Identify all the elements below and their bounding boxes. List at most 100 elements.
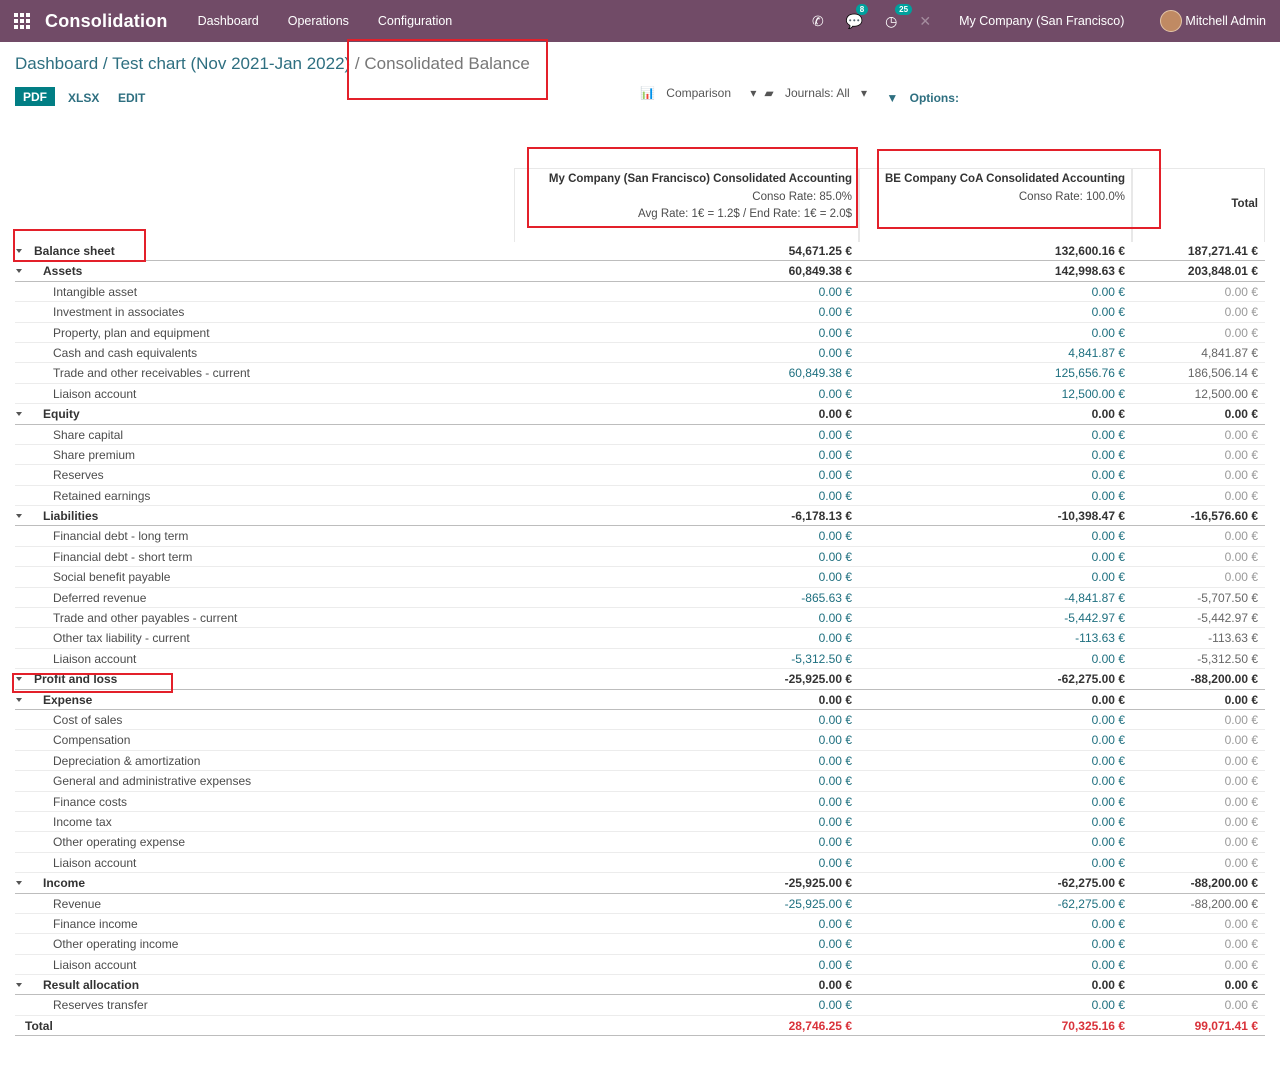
table-row[interactable]: Other operating expense 0.00 € 0.00 € 0.00 …	[15, 832, 1265, 853]
cell-value[interactable]: 0.00 €	[1224, 733, 1258, 748]
cell-value[interactable]: -62,275.00 €	[1057, 896, 1125, 911]
cell-value[interactable]: -5,707.50 €	[1197, 590, 1258, 605]
activities-icon[interactable]: ◷ 25	[885, 3, 913, 30]
table-row[interactable]: Other operating income 0.00 € 0.00 € 0.00 €	[15, 934, 1265, 955]
caret-down-icon[interactable]	[16, 677, 22, 682]
caret-down-icon[interactable]	[16, 514, 22, 519]
cell-value[interactable]: 0.00 €	[818, 427, 852, 442]
cell-value[interactable]: 0.00 €	[1224, 468, 1258, 483]
app-name[interactable]: Consolidation	[45, 10, 168, 31]
cell-value[interactable]: 4,841.87 €	[1068, 345, 1125, 360]
cell-value[interactable]: 0.00 €	[1224, 753, 1258, 768]
table-row[interactable]: Finance income 0.00 € 0.00 € 0.00 €	[15, 914, 1265, 935]
cell-value[interactable]: 0.00 €	[818, 631, 852, 646]
caret-down-icon[interactable]	[16, 412, 22, 417]
table-row[interactable]: Depreciation & amortization 0.00 € 0.00 € 0…	[15, 751, 1265, 772]
cell-value[interactable]: 0.00 €	[1091, 937, 1125, 952]
section-row[interactable]: Profit and loss -25,925.00 € -62,275.00 € -…	[15, 669, 1265, 690]
cell-value[interactable]: 0.00 €	[1224, 488, 1258, 503]
cell-value[interactable]: 0.00 €	[818, 570, 852, 585]
cell-value[interactable]: 0.00 €	[1091, 774, 1125, 789]
cell-value[interactable]: 0.00 €	[1224, 794, 1258, 809]
cell-value[interactable]: 0.00 €	[1224, 712, 1258, 727]
table-row[interactable]: Liaison account -5,312.50 € 0.00 € -5,312.5…	[15, 649, 1265, 670]
journals-filter[interactable]: ▾ ▰ Journals: All ▾	[750, 86, 875, 100]
cell-value[interactable]: 0.00 €	[818, 937, 852, 952]
table-row[interactable]: Liaison account 0.00 € 12,500.00 € 12,500.0…	[15, 384, 1265, 405]
table-row[interactable]: General and administrative expenses 0.00 …	[15, 771, 1265, 792]
table-row[interactable]: Compensation 0.00 € 0.00 € 0.00 €	[15, 730, 1265, 751]
cell-value[interactable]: 4,841.87 €	[1201, 345, 1258, 360]
xlsx-button[interactable]: XLSX	[68, 91, 100, 105]
caret-down-icon[interactable]	[16, 249, 22, 253]
cell-value[interactable]: 0.00 €	[818, 733, 852, 748]
table-row[interactable]: Other tax liability - current 0.00 € -113.…	[15, 628, 1265, 649]
cell-value[interactable]: 12,500.00 €	[1061, 386, 1125, 401]
cell-value[interactable]: 125,656.76 €	[1054, 366, 1125, 381]
table-row[interactable]: Financial debt - short term 0.00 € 0.00 € 0…	[15, 547, 1265, 568]
table-row[interactable]: Liaison account 0.00 € 0.00 € 0.00 €	[15, 955, 1265, 976]
caret-down-icon[interactable]	[16, 269, 22, 274]
cell-value[interactable]: 0.00 €	[1224, 835, 1258, 850]
cell-value[interactable]: -5,312.50 €	[791, 651, 852, 666]
cell-value[interactable]: 0.00 €	[818, 447, 852, 462]
cell-value[interactable]: 0.00 €	[1091, 957, 1125, 972]
cell-value[interactable]: 0.00 €	[1091, 468, 1125, 483]
table-row[interactable]: Trade and other receivables - current 60,…	[15, 363, 1265, 384]
cell-value[interactable]: -88,200.00 €	[1190, 896, 1258, 911]
messages-icon[interactable]: 💬 8	[846, 3, 869, 30]
cell-value[interactable]: 0.00 €	[1224, 305, 1258, 320]
section-row[interactable]: Result allocation 0.00 € 0.00 € 0.00 €	[15, 975, 1265, 996]
cell-value[interactable]: 0.00 €	[1091, 284, 1125, 299]
table-row[interactable]: Share capital 0.00 € 0.00 € 0.00 €	[15, 425, 1265, 445]
cell-value[interactable]: 0.00 €	[818, 611, 852, 626]
cell-value[interactable]: 0.00 €	[1224, 284, 1258, 299]
cell-value[interactable]: 186,506.14 €	[1187, 366, 1258, 381]
cell-value[interactable]: -113.63 €	[1208, 631, 1258, 646]
cell-value[interactable]: 0.00 €	[818, 488, 852, 503]
table-row[interactable]: Cash and cash equivalents 0.00 € 4,841.87 …	[15, 343, 1265, 364]
cell-value[interactable]: 0.00 €	[1091, 814, 1125, 829]
cell-value[interactable]: 0.00 €	[1091, 651, 1125, 666]
cell-value[interactable]: 0.00 €	[818, 835, 852, 850]
table-row[interactable]: Deferred revenue -865.63 € -4,841.87 € -5,7…	[15, 588, 1265, 609]
table-row[interactable]: Retained earnings 0.00 € 0.00 € 0.00 €	[15, 486, 1265, 507]
cell-value[interactable]: 0.00 €	[1224, 957, 1258, 972]
cell-value[interactable]: -5,442.97 €	[1064, 611, 1125, 626]
cell-value[interactable]: 0.00 €	[1091, 488, 1125, 503]
avatar[interactable]	[1160, 10, 1183, 32]
cell-value[interactable]: 0.00 €	[818, 712, 852, 727]
edit-button[interactable]: EDIT	[118, 91, 146, 105]
cell-value[interactable]: 0.00 €	[818, 529, 852, 544]
menu-item-configuration[interactable]: Configuration	[377, 14, 453, 28]
breadcrumb-test-chart[interactable]: Test chart (Nov 2021-Jan 2022)	[112, 54, 351, 73]
cell-value[interactable]: 60,849.38 €	[788, 366, 852, 381]
close-icon[interactable]: ✕	[919, 12, 932, 29]
cell-value[interactable]: -5,312.50 €	[1197, 651, 1258, 666]
cell-value[interactable]: 0.00 €	[1224, 549, 1258, 564]
cell-value[interactable]: 12,500.00 €	[1194, 386, 1258, 401]
cell-value[interactable]: 0.00 €	[1091, 753, 1125, 768]
cell-value[interactable]: 0.00 €	[1224, 529, 1258, 544]
cell-value[interactable]: 0.00 €	[1224, 937, 1258, 952]
table-row[interactable]: Revenue -25,925.00 € -62,275.00 € -88,200.0…	[15, 894, 1265, 914]
cell-value[interactable]: 0.00 €	[1091, 325, 1125, 340]
cell-value[interactable]: 0.00 €	[818, 325, 852, 340]
cell-value[interactable]: -113.63 €	[1075, 631, 1125, 646]
cell-value[interactable]: 0.00 €	[1224, 427, 1258, 442]
cell-value[interactable]: 0.00 €	[1091, 712, 1125, 727]
cell-value[interactable]: 0.00 €	[1091, 447, 1125, 462]
table-row[interactable]: Reserves transfer 0.00 € 0.00 € 0.00 €	[15, 995, 1265, 1016]
cell-value[interactable]: 0.00 €	[818, 998, 852, 1013]
menu-item-operations[interactable]: Operations	[287, 14, 349, 28]
section-row[interactable]: Expense 0.00 € 0.00 € 0.00 €	[15, 690, 1265, 710]
breadcrumb-dashboard[interactable]: Dashboard	[15, 54, 99, 73]
table-row[interactable]: Liaison account 0.00 € 0.00 € 0.00 €	[15, 853, 1265, 874]
cell-value[interactable]: 0.00 €	[1224, 814, 1258, 829]
cell-value[interactable]: -5,442.97 €	[1197, 611, 1258, 626]
section-row[interactable]: Balance sheet 54,671.25 € 132,600.16 € 187,…	[15, 241, 1265, 262]
cell-value[interactable]: 0.00 €	[818, 774, 852, 789]
cell-value[interactable]: 0.00 €	[1091, 916, 1125, 931]
caret-down-icon[interactable]	[16, 881, 22, 886]
caret-down-icon[interactable]	[16, 697, 22, 702]
